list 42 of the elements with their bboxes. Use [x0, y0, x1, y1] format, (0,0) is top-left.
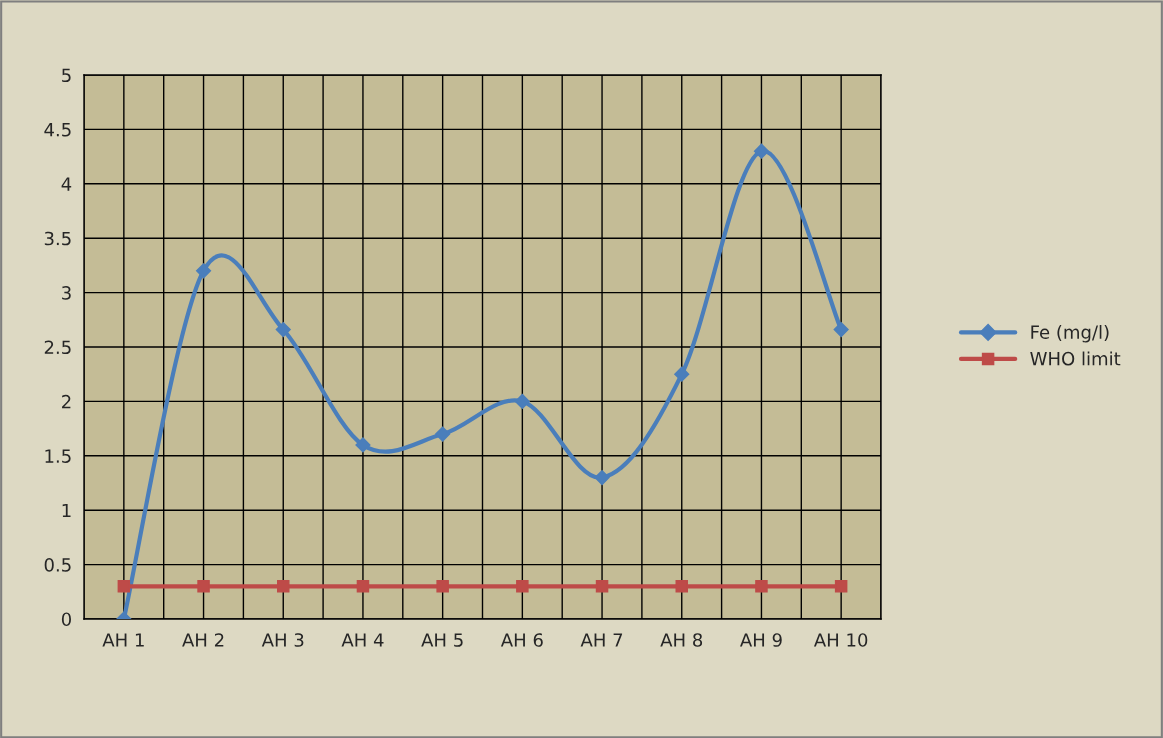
x-tick-label: AH 4: [341, 633, 384, 647]
x-tick-label: AH 8: [660, 633, 703, 647]
point: [595, 580, 609, 593]
x-tick-label: AH 3: [261, 633, 304, 647]
y-tick-label: 0: [61, 612, 71, 627]
x-tick-label: AH 10: [813, 633, 868, 647]
y-tick-label: 3: [62, 286, 71, 300]
x-tick-label: AH 1: [102, 633, 144, 647]
point: [674, 366, 690, 382]
x-tick-label: AH 5: [421, 633, 463, 647]
point: [195, 263, 212, 279]
y-tick-label: 5: [62, 68, 71, 83]
y-tick-label: 2: [62, 394, 71, 409]
point: [753, 143, 770, 159]
point: [516, 580, 529, 593]
x-tick-label: AH 2: [182, 633, 224, 647]
point: [833, 322, 849, 338]
point: [755, 580, 768, 593]
point: [276, 580, 290, 593]
point: [594, 469, 610, 486]
y-tick-label: 3.5: [44, 231, 71, 246]
y-tick-label: 4: [61, 177, 72, 191]
point: [834, 580, 848, 593]
point: [435, 426, 451, 442]
x-tick-label: AH 6: [500, 633, 543, 647]
legend-label: Fe (mg/l): [1031, 325, 1109, 343]
legend-label: WHO limit: [1030, 351, 1121, 366]
point: [436, 580, 449, 593]
y-tick-label: 2.5: [44, 340, 71, 355]
point: [197, 580, 210, 593]
x-tick-label: AH 9: [740, 633, 782, 647]
y-tick-label: 4.5: [44, 123, 71, 137]
point: [275, 322, 291, 338]
point: [117, 580, 131, 593]
y-tick-label: 1: [62, 503, 71, 518]
y-tick-label: 0.5: [44, 558, 71, 572]
point: [356, 580, 370, 593]
point: [675, 580, 689, 593]
y-tick-label: 1.5: [45, 449, 71, 463]
point: [514, 393, 530, 409]
point: [355, 437, 371, 453]
x-tick-label: AH 7: [580, 633, 623, 647]
